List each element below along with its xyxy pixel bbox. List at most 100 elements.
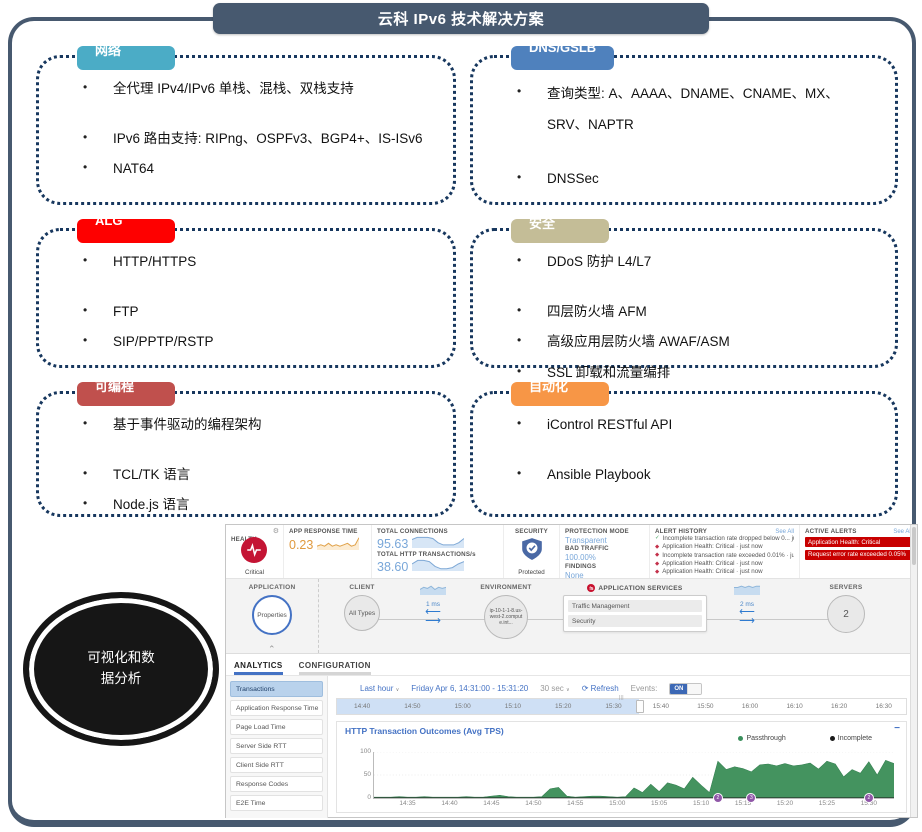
findings-value: None	[565, 570, 584, 580]
x-axis-tick: 15:05	[651, 800, 668, 807]
sidebar-item[interactable]: Response Codes	[230, 776, 323, 792]
sidebar-item[interactable]: Application Response Time	[230, 700, 323, 716]
protection-mode-label: PROTECTION MODE	[565, 528, 629, 535]
topology-services: f5 APPLICATION SERVICES Traffic Manageme…	[551, 579, 719, 653]
minimize-icon[interactable]: −	[894, 723, 900, 734]
x-axis-tick: 15:10	[692, 800, 710, 807]
client-latency: 1 ms ⟵ ⟶	[405, 579, 461, 653]
environment-node[interactable]: ip-10-1-1-8.us-west-2.compute.int...	[484, 595, 528, 639]
service-item[interactable]: Traffic Management	[568, 600, 702, 612]
dashboard-scrollbar[interactable]	[910, 525, 917, 817]
x-axis-tick: 15:25	[818, 800, 836, 807]
refresh-button[interactable]: ⟳ Refresh	[581, 684, 619, 693]
bullet-item: • DDoS 防护 L4/L7	[517, 251, 879, 273]
bullet-list: • DDoS 防护 L4/L7 • 四层防火墙 AFM • 高级应用层防火墙 AWAF/A…	[473, 231, 895, 383]
sidebar-item[interactable]: Transactions	[230, 681, 323, 697]
slider-grip-icon[interactable]: |||	[618, 695, 625, 701]
page-title: 云科 IPv6 技术解决方案	[377, 11, 545, 28]
callout-line-2: 据分析	[100, 671, 142, 686]
bullet-item: • NAT64	[83, 158, 437, 180]
health-label: HEALTH	[231, 536, 257, 543]
tab-configuration[interactable]: CONFIGURATION	[298, 661, 371, 675]
sidebar-item[interactable]: Server Side RTT	[230, 738, 323, 754]
callout-text: 可视化和数 据分析	[87, 648, 155, 690]
feature-box-tab-alg: ALG	[77, 219, 175, 243]
topology-client: CLIENT All Types	[319, 579, 405, 653]
alert-history-text: Incomplete transaction rate dropped belo…	[662, 535, 794, 542]
bullet-text: IPv6 路由支持: RIPng、OSPFv3、BGP4+、IS-ISv6	[113, 130, 423, 146]
gear-icon[interactable]: ⚙	[272, 528, 279, 535]
environment-label: ENVIRONMENT	[480, 584, 532, 591]
event-marker[interactable]: 2	[712, 793, 723, 803]
feature-box-title: 自动化	[529, 382, 569, 394]
range-dropdown[interactable]: Last hour ∨	[360, 684, 400, 693]
event-marker[interactable]: 2	[863, 793, 874, 803]
tab-analytics[interactable]: ANALYTICS	[234, 661, 283, 675]
servers-node[interactable]: 2	[827, 595, 865, 633]
protection-metric: PROTECTION MODE Transparent BAD TRAFFIC …	[560, 525, 650, 580]
timeline-tick: 16:20	[831, 703, 848, 710]
bullet-text: 四层防火墙 AFM	[547, 303, 647, 319]
feature-box-title: 网络	[95, 46, 122, 58]
client-node[interactable]: All Types	[344, 595, 380, 631]
alert-history-see-all-link[interactable]: See All	[775, 528, 794, 535]
time-controls: Last hour ∨ Friday Apr 6, 14:31:00 - 15:…	[336, 681, 907, 696]
legend-item: Incomplete	[829, 735, 872, 742]
slider-handle[interactable]	[635, 700, 644, 713]
findings-label: FINDINGS	[565, 562, 597, 570]
slider-rest-ticks: 15:40 15:50 16:00 16:10 16:20 16:30	[639, 699, 906, 714]
client-label: CLIENT	[349, 584, 375, 591]
x-axis-tick: 14:45	[483, 800, 500, 807]
total-connections-value: 95.63	[377, 537, 409, 551]
chart-card: HTTP Transaction Outcomes (Avg TPS) − Pa…	[336, 721, 907, 813]
active-alerts: ACTIVE ALERTS See All Application Health…	[800, 525, 917, 578]
security-status: Protected	[518, 569, 545, 576]
feature-box-tab-programmable: 可编程	[77, 382, 175, 406]
application-services-label: APPLICATION SERVICES	[598, 584, 683, 592]
bullet-icon: •	[83, 302, 88, 317]
chevron-up-icon[interactable]: ⌃	[268, 644, 276, 654]
feature-box-title: ALG	[95, 219, 123, 228]
bullet-text: DDoS 防护 L4/L7	[547, 254, 652, 269]
interval-dropdown[interactable]: 30 sec ∨	[540, 684, 570, 693]
total-http-sparkline	[412, 558, 465, 576]
bullet-icon: •	[517, 302, 522, 317]
time-range-slider[interactable]: ||| 14:40 14:50 15:00 15:10 15:20 15:30 15:40…	[336, 695, 907, 715]
alert-history-list: ✓ Incomplete transaction rate dropped bel…	[655, 535, 794, 577]
x-axis-tick: 15:30	[860, 800, 877, 807]
check-icon: ✓	[655, 535, 660, 542]
active-alerts-see-all-link[interactable]: See All	[893, 528, 912, 535]
application-node[interactable]: Properties	[252, 595, 292, 635]
timeline-tick: 14:40	[353, 703, 371, 710]
arrow-right-icon: ⟶	[739, 615, 755, 628]
event-marker[interactable]: 3	[746, 793, 757, 803]
client-latency-sparkline	[419, 582, 447, 600]
sidebar-item[interactable]: Client Side RTT	[230, 757, 323, 773]
sidebar-item[interactable]: Page Load Time	[230, 719, 323, 735]
dashboard-tabs: ANALYTICS CONFIGURATION	[226, 654, 917, 676]
alert-diamond-icon: ◆	[655, 552, 660, 559]
bullet-text: DNSSec	[547, 171, 599, 187]
bullet-icon: •	[517, 416, 522, 430]
scrollbar-thumb[interactable]	[912, 527, 916, 565]
protection-mode-value: Transparent	[565, 535, 607, 545]
bullet-icon: •	[517, 363, 522, 378]
bullet-icon: •	[83, 80, 88, 94]
feature-box-tab-security: 安全	[511, 219, 609, 243]
feature-box-tab-dns-gslb: DNS/GSLB	[511, 46, 615, 70]
bullet-icon: •	[83, 253, 88, 267]
feature-box-title: 可编程	[95, 382, 135, 394]
alert-history-text: Application Health: Critical · just now	[662, 543, 763, 551]
application-label: APPLICATION	[248, 584, 296, 591]
metrics-row: HEALTH ⚙ Critical APP RESPONSE TIME 0.23…	[226, 525, 917, 580]
bullet-item: • TCL/TK 语言	[83, 464, 437, 486]
callout-ellipse: 可视化和数 据分析	[23, 592, 219, 746]
security-metric: SECURITY Protected	[504, 525, 560, 578]
x-axis-tick: 14:55	[567, 800, 584, 807]
service-item[interactable]: Security	[568, 615, 702, 627]
events-toggle[interactable]: ON	[669, 682, 703, 695]
sidebar-item[interactable]: E2E Time	[230, 795, 323, 811]
health-metric: HEALTH ⚙ Critical	[226, 525, 284, 578]
servers-count: 2	[843, 608, 849, 620]
x-axis-tick: 14:40	[441, 800, 458, 807]
